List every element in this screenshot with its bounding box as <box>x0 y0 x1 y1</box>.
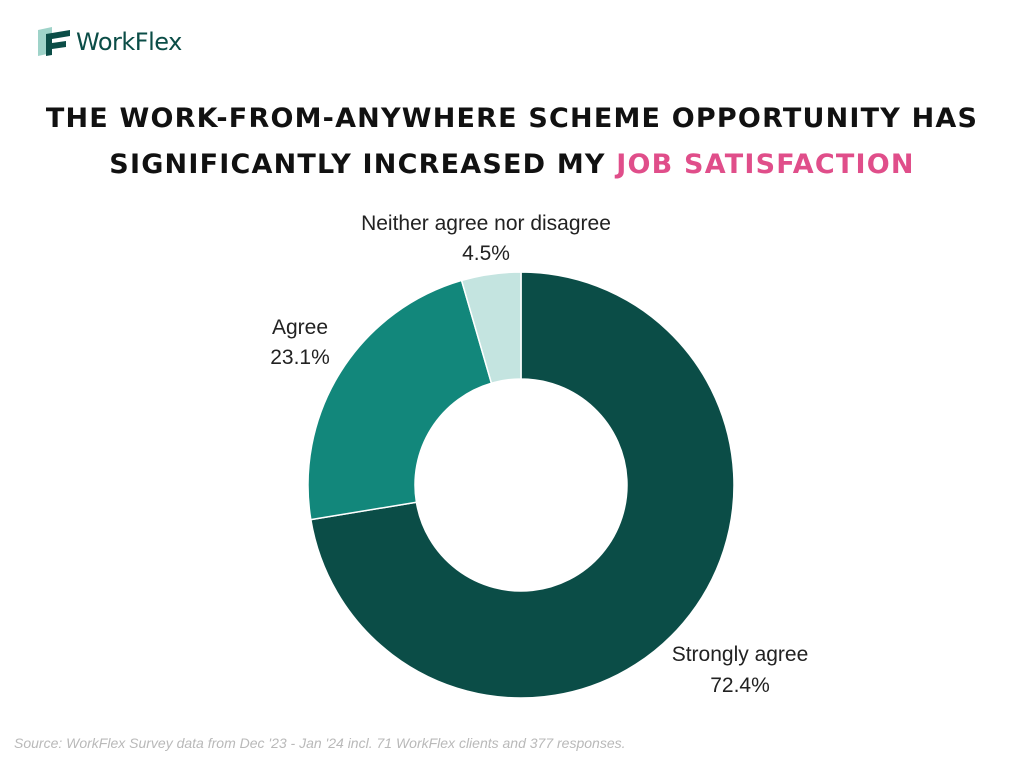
slice-label-agree: Agree <box>272 316 328 339</box>
source-note: Source: WorkFlex Survey data from Dec '2… <box>14 735 626 751</box>
brand-name: WorkFlex <box>76 28 182 56</box>
slice-value-agree: 23.1% <box>270 346 330 369</box>
slice-value-strongly-agree: 72.4% <box>710 674 770 697</box>
slice-strongly-agree <box>309 271 735 699</box>
slice-label-neither-agree-nor-disagree: Neither agree nor disagree <box>361 212 611 235</box>
slice-agree <box>307 279 493 521</box>
slice-neither-agree-nor-disagree <box>460 271 522 385</box>
donut-slices <box>307 271 735 699</box>
donut-labels: Strongly agree 72.4% Agree 23.1% Neither agr… <box>270 212 808 697</box>
chart-title-line-2-text: SIGNIFICANTLY INCREASED MY <box>109 149 617 180</box>
brand: WorkFlex <box>36 22 182 62</box>
slice-value-neither-agree-nor-disagree: 4.5% <box>462 242 510 265</box>
chart-title-line-2: SIGNIFICANTLY INCREASED MY JOB SATISFACT… <box>0 142 1024 188</box>
chart-title-highlight: JOB SATISFACTION <box>616 149 915 180</box>
chart-title: THE WORK-FROM-ANYWHERE SCHEME OPPORTUNIT… <box>0 96 1024 188</box>
workflex-logo-icon <box>38 27 70 56</box>
slice-label-strongly-agree: Strongly agree <box>672 643 809 666</box>
chart-title-line-1: THE WORK-FROM-ANYWHERE SCHEME OPPORTUNIT… <box>45 103 979 134</box>
